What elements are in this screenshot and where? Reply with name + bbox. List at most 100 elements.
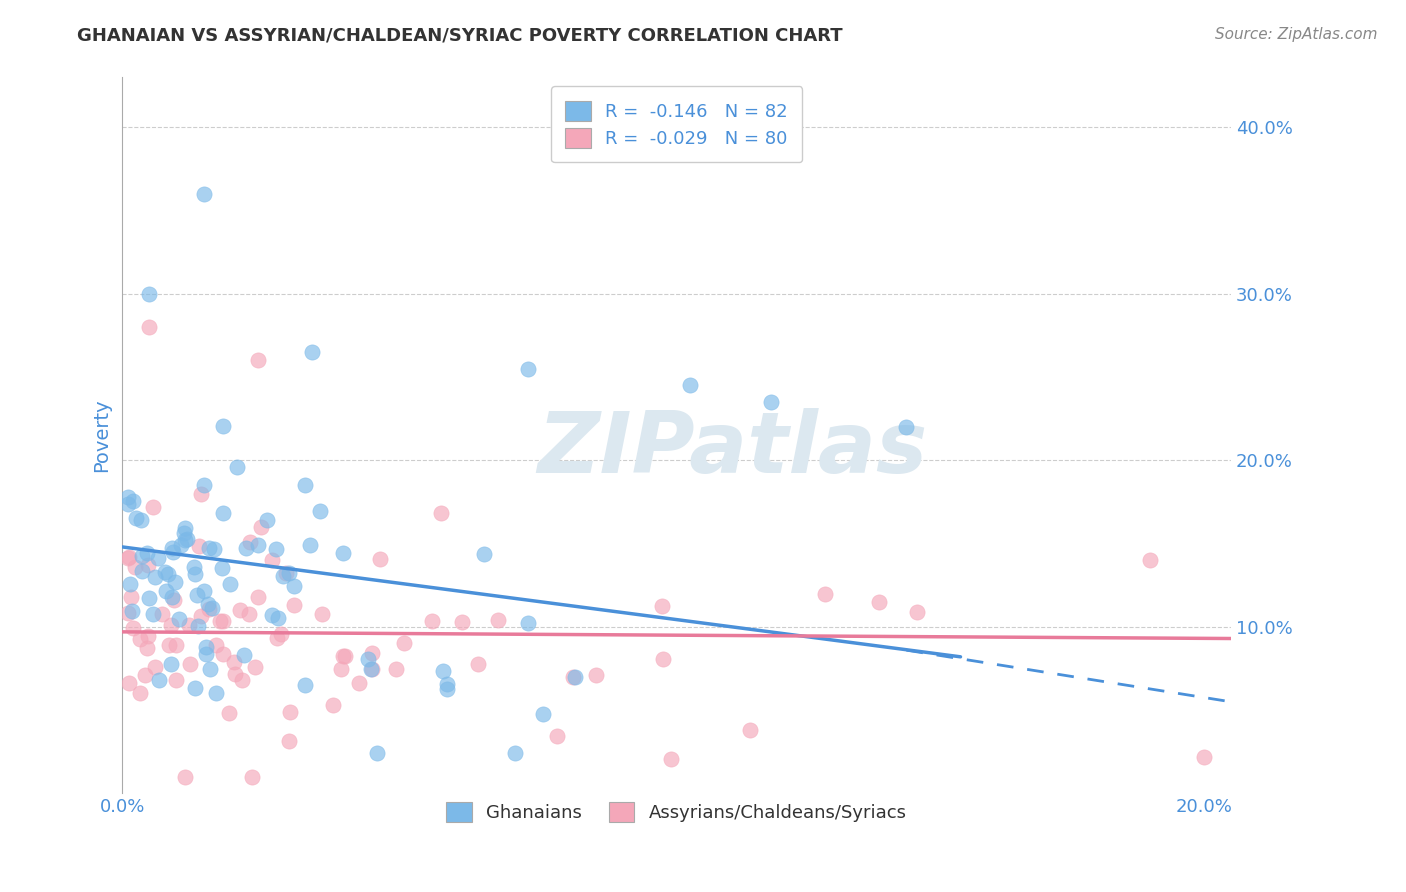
Point xyxy=(198,602,221,616)
Point xyxy=(118,676,141,690)
Point xyxy=(179,657,201,671)
Point xyxy=(531,707,554,722)
Legend: Ghanaians, Assyrians/Chaldeans/Syriacs: Ghanaians, Assyrians/Chaldeans/Syriacs xyxy=(434,789,920,834)
Point xyxy=(245,660,267,674)
Point xyxy=(229,603,252,617)
Point xyxy=(294,478,316,492)
Point xyxy=(267,610,290,624)
Point xyxy=(322,698,344,713)
Point xyxy=(201,601,224,615)
Point xyxy=(278,566,301,580)
Point xyxy=(360,662,382,676)
Point xyxy=(517,361,540,376)
Point xyxy=(219,577,242,591)
Point xyxy=(184,681,207,695)
Point xyxy=(150,607,173,622)
Point xyxy=(562,670,585,684)
Point xyxy=(205,638,228,652)
Point xyxy=(472,547,495,561)
Point xyxy=(131,549,153,564)
Point xyxy=(117,497,139,511)
Point xyxy=(738,723,761,738)
Point xyxy=(159,657,181,671)
Point xyxy=(138,320,160,334)
Point xyxy=(392,636,415,650)
Text: Source: ZipAtlas.com: Source: ZipAtlas.com xyxy=(1215,27,1378,42)
Point xyxy=(129,632,152,647)
Point xyxy=(176,532,198,546)
Point xyxy=(124,511,146,525)
Point xyxy=(264,542,287,557)
Point xyxy=(299,538,322,552)
Point xyxy=(193,478,215,492)
Point xyxy=(430,506,453,520)
Point xyxy=(283,579,305,593)
Point xyxy=(143,569,166,583)
Point xyxy=(250,520,273,534)
Point xyxy=(165,673,187,687)
Point xyxy=(157,566,180,581)
Point xyxy=(177,617,200,632)
Point xyxy=(546,729,568,743)
Point xyxy=(173,770,195,784)
Point xyxy=(211,561,233,575)
Point xyxy=(129,686,152,700)
Point xyxy=(120,590,142,604)
Point xyxy=(198,541,221,555)
Point xyxy=(193,186,215,201)
Point xyxy=(136,628,159,642)
Point xyxy=(134,668,156,682)
Point xyxy=(232,648,254,662)
Point xyxy=(366,747,388,761)
Point xyxy=(145,659,167,673)
Point xyxy=(274,566,297,580)
Point xyxy=(121,604,143,618)
Point xyxy=(142,500,165,514)
Point xyxy=(564,670,586,684)
Point xyxy=(278,706,301,720)
Point xyxy=(186,588,208,602)
Point xyxy=(368,552,391,566)
Point xyxy=(211,419,233,434)
Point xyxy=(165,639,187,653)
Point xyxy=(131,564,153,578)
Point xyxy=(385,662,408,676)
Point xyxy=(450,615,472,629)
Point xyxy=(153,566,176,580)
Point xyxy=(187,619,209,633)
Point xyxy=(652,652,675,666)
Point xyxy=(131,513,153,527)
Point xyxy=(761,395,783,409)
Point xyxy=(905,605,928,619)
Point xyxy=(135,641,157,656)
Point xyxy=(136,558,159,573)
Point xyxy=(659,752,682,766)
Text: ZIPatlas: ZIPatlas xyxy=(537,409,927,491)
Point xyxy=(651,599,673,614)
Point xyxy=(235,541,257,555)
Point xyxy=(238,607,260,621)
Point xyxy=(301,345,323,359)
Point xyxy=(202,542,225,557)
Point xyxy=(135,546,157,560)
Point xyxy=(148,673,170,687)
Point xyxy=(260,607,283,622)
Point xyxy=(224,667,246,681)
Point xyxy=(162,593,184,607)
Point xyxy=(212,614,235,628)
Point xyxy=(121,621,143,635)
Point xyxy=(193,583,215,598)
Point xyxy=(420,614,443,628)
Point xyxy=(273,569,295,583)
Point xyxy=(173,526,195,541)
Point xyxy=(183,560,205,574)
Point xyxy=(209,614,232,628)
Point xyxy=(432,665,454,679)
Point xyxy=(436,676,458,690)
Point xyxy=(138,591,160,606)
Point xyxy=(868,595,890,609)
Point xyxy=(262,552,284,566)
Point xyxy=(679,378,702,392)
Y-axis label: Poverty: Poverty xyxy=(93,399,111,472)
Point xyxy=(162,545,184,559)
